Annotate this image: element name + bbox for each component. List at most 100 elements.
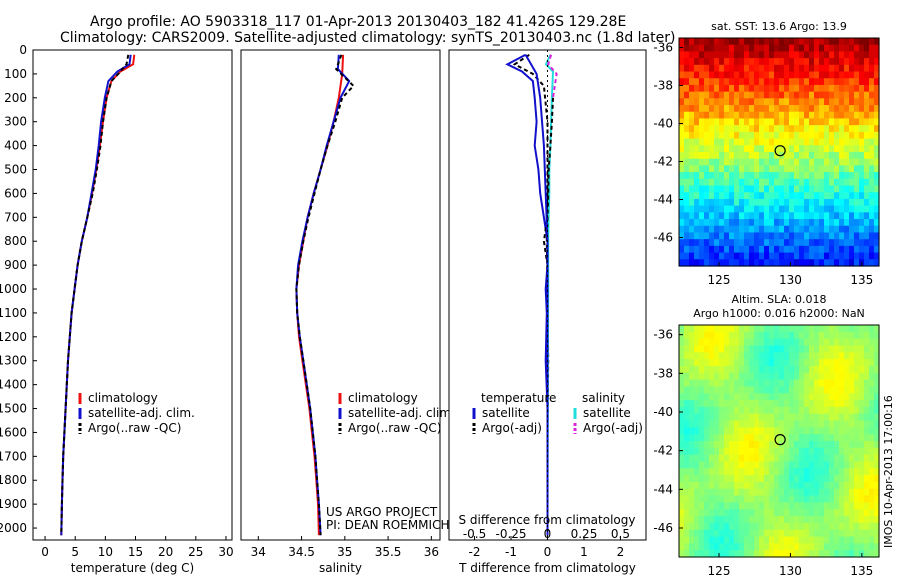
map-cell	[859, 185, 865, 193]
map-cell	[694, 118, 700, 126]
map-cell	[844, 212, 850, 220]
map-cell	[829, 447, 835, 456]
map-cell	[709, 84, 715, 93]
map-cell	[724, 158, 730, 167]
map-cell	[729, 152, 735, 160]
map-cell	[854, 78, 860, 86]
map-cell	[679, 78, 685, 86]
map-cell	[679, 475, 685, 483]
map-cell	[719, 543, 725, 551]
map-cell	[819, 400, 825, 408]
map-cell	[824, 372, 830, 381]
map-cell	[854, 441, 860, 449]
map-cell	[829, 365, 835, 374]
map-cell	[839, 372, 845, 381]
map-cell	[759, 536, 765, 544]
map-cell	[679, 118, 685, 126]
map-cell	[854, 461, 860, 469]
map-cell	[794, 105, 800, 113]
map-cell	[784, 379, 790, 388]
map-cell	[809, 481, 815, 490]
map-cell	[774, 192, 780, 200]
map-cell	[769, 379, 775, 388]
map-cell	[709, 58, 715, 66]
map-cell	[739, 441, 745, 449]
map-cell	[739, 131, 745, 140]
s-tick-label: -0.5	[463, 527, 486, 541]
map-cell	[699, 192, 705, 200]
map-cell	[684, 225, 690, 234]
map-cell	[864, 64, 870, 73]
legend-label: Argo(..raw -QC)	[88, 421, 181, 435]
map-cell	[739, 252, 745, 260]
map-cell	[794, 502, 800, 510]
map-cell	[724, 198, 730, 207]
map-cell	[854, 152, 860, 160]
map-cell	[689, 522, 695, 531]
map-cell	[779, 365, 785, 374]
map-cell	[814, 468, 820, 476]
map-cell	[714, 118, 720, 126]
map-cell	[754, 379, 760, 388]
map-cell	[754, 338, 760, 347]
map-cell	[789, 516, 795, 524]
salinity-profile-plot: 34 34.5 35 35.5 36salinityclimatologysatelli…	[240, 49, 455, 575]
map-cell	[784, 406, 790, 415]
map-cell	[864, 98, 870, 106]
map-cell	[724, 325, 730, 333]
map-cell	[779, 434, 785, 442]
map-cell	[789, 78, 795, 86]
map-cell	[779, 379, 785, 388]
map-cell	[764, 131, 770, 140]
map-cell	[869, 172, 875, 180]
map-cell	[724, 259, 730, 267]
map-cell	[869, 495, 875, 504]
map-cell	[874, 152, 880, 160]
map-cell	[794, 245, 800, 254]
map-cell	[869, 111, 875, 120]
map-cell	[754, 212, 760, 220]
map-cell	[799, 359, 805, 367]
map-cell	[819, 447, 825, 456]
map-cell	[699, 379, 705, 388]
map-cell	[834, 529, 840, 538]
map-cell	[864, 420, 870, 428]
map-cell	[834, 185, 840, 193]
map-cell	[754, 550, 760, 558]
map-cell	[714, 359, 720, 367]
map-cell	[694, 172, 700, 180]
map-cell	[704, 185, 710, 193]
map-cell	[839, 111, 845, 120]
map-cell	[844, 192, 850, 200]
map-cell	[719, 365, 725, 374]
map-cell	[739, 125, 745, 133]
map-cell	[689, 51, 695, 59]
map-cell	[679, 468, 685, 476]
map-cell	[739, 185, 745, 193]
map-cell	[719, 481, 725, 490]
map-cell	[744, 427, 750, 435]
map-cell	[834, 393, 840, 401]
map-cell	[819, 461, 825, 469]
map-cell	[809, 331, 815, 340]
map-cell	[789, 529, 795, 538]
map-cell	[684, 400, 690, 408]
map-cell	[729, 239, 735, 247]
map-cell	[749, 427, 755, 435]
map-y-tick-label: -40	[653, 405, 673, 419]
map-cell	[744, 58, 750, 66]
map-cell	[794, 481, 800, 490]
map-cell	[874, 71, 880, 79]
map-cell	[839, 245, 845, 254]
map-cell	[764, 158, 770, 167]
map-cell	[874, 91, 880, 99]
map-cell	[694, 454, 700, 463]
map-cell	[784, 219, 790, 227]
map-cell	[794, 219, 800, 227]
map-cell	[794, 78, 800, 86]
map-cell	[689, 502, 695, 510]
map-cell	[824, 205, 830, 213]
map-cell	[854, 111, 860, 120]
map-cell	[819, 185, 825, 193]
map-cell	[714, 38, 720, 46]
